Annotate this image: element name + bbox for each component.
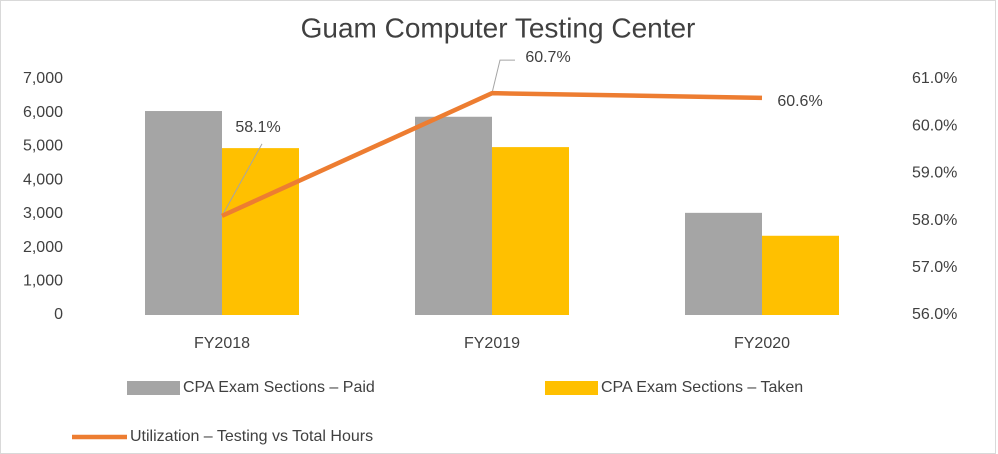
legend-label: CPA Exam Sections – Paid bbox=[183, 379, 375, 396]
leader-line bbox=[491, 59, 515, 94]
bar bbox=[222, 148, 299, 315]
bar bbox=[762, 235, 839, 315]
y2-tick-label: 58.0% bbox=[912, 212, 957, 229]
y-tick-label: 5,000 bbox=[23, 138, 63, 155]
bar bbox=[492, 147, 569, 315]
y2-tick-label: 61.0% bbox=[912, 70, 957, 87]
leader-line bbox=[221, 143, 263, 217]
bar bbox=[685, 212, 762, 315]
y2-tick-label: 60.0% bbox=[912, 117, 957, 134]
x-tick-label: FY2020 bbox=[734, 335, 790, 352]
legend-swatch bbox=[127, 381, 180, 395]
x-tick-label: FY2018 bbox=[194, 335, 250, 352]
legend-label: Utilization – Testing vs Total Hours bbox=[130, 428, 373, 445]
line-series bbox=[221, 90, 763, 218]
y-tick-label: 4,000 bbox=[23, 171, 63, 188]
legend-swatch bbox=[545, 381, 598, 395]
chart-title: Guam Computer Testing Center bbox=[301, 12, 696, 43]
bar bbox=[415, 116, 492, 315]
bar bbox=[145, 111, 222, 316]
data-label: 60.7% bbox=[525, 49, 570, 66]
x-tick-label: FY2019 bbox=[464, 335, 520, 352]
y-tick-label: 6,000 bbox=[23, 104, 63, 121]
y-tick-label: 3,000 bbox=[23, 205, 63, 222]
y2-tick-label: 57.0% bbox=[912, 259, 957, 276]
y2-tick-label: 59.0% bbox=[912, 165, 957, 182]
legend-label: CPA Exam Sections – Taken bbox=[601, 379, 803, 396]
y-tick-label: 2,000 bbox=[23, 239, 63, 256]
data-label: 60.6% bbox=[777, 93, 822, 110]
y-tick-label: 0 bbox=[54, 306, 63, 323]
y-tick-label: 1,000 bbox=[23, 273, 63, 290]
y2-tick-label: 56.0% bbox=[912, 306, 957, 323]
y-tick-label: 7,000 bbox=[23, 70, 63, 87]
data-label: 58.1% bbox=[235, 119, 280, 136]
